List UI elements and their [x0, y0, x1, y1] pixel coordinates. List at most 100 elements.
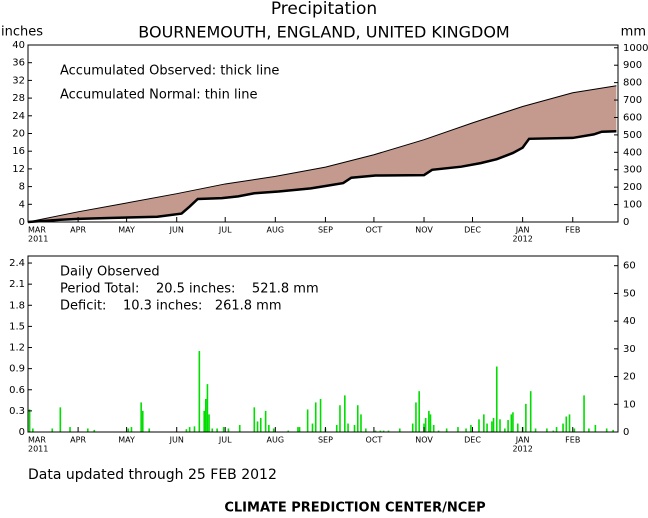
bar	[588, 428, 590, 432]
bar	[319, 398, 322, 432]
x-tick-label: OCT	[366, 436, 383, 445]
bar	[87, 428, 89, 432]
y2-tick-label: 200	[623, 182, 642, 193]
bar	[356, 405, 359, 432]
bar	[148, 428, 151, 432]
annotation: Daily Observed	[60, 265, 160, 280]
bar	[206, 384, 209, 432]
y-tick-label: 1.8	[9, 300, 25, 311]
x-tick-label: JUL	[218, 226, 232, 235]
bar	[507, 420, 509, 432]
bar	[612, 429, 614, 432]
bar	[311, 423, 314, 432]
right-unit: mm	[621, 25, 646, 40]
x-tick-label: APR	[70, 226, 86, 235]
x-tick-label: NOV	[415, 226, 433, 235]
bar	[568, 414, 571, 432]
bar	[387, 430, 390, 432]
bar	[365, 428, 367, 432]
footer-credit: CLIMATE PREDICTION CENTER/NCEP	[224, 501, 485, 516]
year-label: 2011	[28, 235, 48, 244]
chart-subtitle: BOURNEMOUTH, ENGLAND, UNITED KINGDOM	[138, 23, 509, 42]
bar	[534, 428, 537, 432]
bar	[32, 428, 34, 432]
y-tick-label: 0.6	[9, 385, 25, 396]
y2-tick-label: 30	[623, 344, 636, 355]
bar	[516, 423, 519, 432]
bar	[193, 426, 196, 432]
bar	[344, 395, 346, 432]
x-tick-label: JAN	[515, 226, 530, 235]
x-tick-label: APR	[70, 436, 86, 445]
bar	[583, 395, 585, 432]
bar	[573, 428, 576, 432]
x-tick-label: MAY	[118, 226, 135, 235]
y-tick-label: 8	[19, 182, 25, 193]
bar	[264, 410, 267, 432]
bar	[512, 412, 514, 432]
y-tick-label: 1.2	[9, 343, 25, 354]
bar	[203, 410, 205, 432]
bar	[298, 427, 301, 432]
bar	[379, 430, 382, 432]
y-tick-label: 2.1	[9, 279, 25, 290]
bar	[398, 428, 401, 432]
year-label: 2012	[512, 445, 532, 454]
bar	[525, 403, 527, 432]
bar	[339, 405, 341, 432]
plot-frame	[27, 255, 619, 433]
y2-tick-label: 0	[623, 427, 629, 438]
series-line	[27, 85, 617, 223]
y-tick-label: 24	[12, 111, 25, 122]
bar	[415, 402, 417, 432]
x-tick-label: MAR	[28, 436, 46, 445]
chart-title: Precipitation	[271, 0, 377, 19]
bar	[51, 428, 54, 432]
y-tick-label: 4	[19, 199, 25, 210]
y2-tick-label: 400	[623, 147, 642, 158]
bar	[306, 409, 309, 432]
bar	[208, 414, 210, 432]
y-tick-label: 0.9	[9, 364, 25, 375]
bar	[555, 427, 558, 432]
y2-tick-label: 100	[623, 200, 642, 211]
bar	[382, 430, 385, 432]
y2-tick-label: 20	[623, 372, 636, 383]
bar	[594, 424, 597, 432]
y2-tick-label: 40	[623, 316, 636, 327]
bar	[360, 414, 362, 432]
y-tick-label: 36	[12, 58, 25, 69]
bar	[437, 430, 440, 432]
bar	[227, 428, 230, 432]
y2-tick-label: 600	[623, 112, 642, 123]
bar	[69, 427, 71, 432]
year-label: 2011	[28, 445, 48, 454]
bar	[491, 421, 493, 432]
bar	[499, 419, 501, 432]
bar	[562, 423, 564, 432]
bar	[605, 428, 608, 432]
y-tick-label: 32	[12, 75, 25, 86]
footer-updated: Data updated through 25 FEB 2012	[28, 467, 277, 483]
x-tick-label: MAR	[28, 226, 46, 235]
x-tick-label: SEP	[318, 436, 333, 445]
bar	[253, 407, 256, 432]
bar	[465, 428, 467, 432]
bar	[411, 423, 414, 432]
y-tick-label: 2.4	[9, 258, 25, 269]
bar	[127, 428, 130, 432]
bar	[268, 424, 270, 432]
x-tick-label: NOV	[415, 436, 433, 445]
bar	[185, 429, 188, 432]
bar	[445, 428, 448, 432]
x-tick-label: DEC	[464, 436, 481, 445]
bar	[428, 410, 430, 432]
bar	[470, 424, 472, 432]
x-tick-label: JUN	[169, 226, 184, 235]
left-unit: inches	[1, 25, 43, 40]
bar	[457, 427, 459, 432]
y-tick-label: 20	[12, 129, 25, 140]
x-tick-label: AUG	[267, 436, 285, 445]
annotation: Accumulated Observed: thick line	[60, 64, 279, 79]
